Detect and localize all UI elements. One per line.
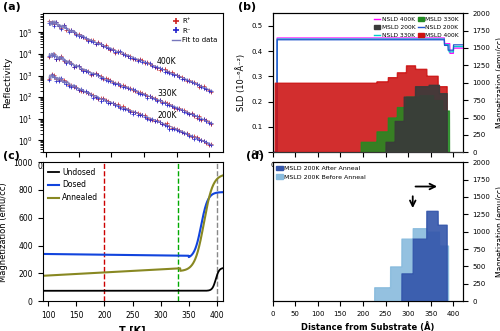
Dosed bbox=[40, 252, 46, 256]
Y-axis label: Magnetization (emu/cc): Magnetization (emu/cc) bbox=[496, 37, 500, 128]
Annealed bbox=[119, 269, 125, 273]
Dosed bbox=[220, 190, 226, 194]
Undosed bbox=[58, 289, 64, 293]
Undosed bbox=[163, 289, 169, 293]
Undosed bbox=[112, 289, 118, 293]
Text: (d): (d) bbox=[246, 151, 264, 162]
Text: (a): (a) bbox=[3, 2, 20, 13]
X-axis label: T [K]: T [K] bbox=[119, 325, 146, 331]
Annealed bbox=[220, 173, 226, 177]
Legend: NSLD 400K, MSLD 200K, NSLD 330K, MSLD 330K, NSLD 200K, MSLD 400K: NSLD 400K, MSLD 200K, NSLD 330K, MSLD 33… bbox=[374, 16, 460, 38]
X-axis label: Distance from Substrate (Å): Distance from Substrate (Å) bbox=[301, 322, 434, 331]
Annealed bbox=[183, 267, 189, 271]
Undosed bbox=[40, 289, 46, 293]
Line: Annealed: Annealed bbox=[42, 175, 222, 276]
Annealed bbox=[58, 273, 64, 277]
X-axis label: Q (Å⁻¹): Q (Å⁻¹) bbox=[115, 176, 150, 186]
Annealed bbox=[163, 267, 169, 271]
Dosed bbox=[186, 255, 192, 259]
Y-axis label: SLD (10⁻⁶Å⁻²): SLD (10⁻⁶Å⁻²) bbox=[236, 54, 246, 111]
Y-axis label: Magnetization (emu/cc): Magnetization (emu/cc) bbox=[0, 182, 8, 281]
Dosed bbox=[119, 253, 125, 257]
Legend: R⁺, R⁻, Fit to data: R⁺, R⁻, Fit to data bbox=[170, 17, 219, 44]
Text: (b): (b) bbox=[238, 2, 256, 13]
Annealed bbox=[180, 268, 186, 272]
Dosed bbox=[163, 254, 169, 258]
Dosed bbox=[112, 253, 118, 257]
Undosed bbox=[119, 289, 125, 293]
Text: 200K: 200K bbox=[157, 111, 176, 119]
Legend: Undosed, Dosed, Annealed: Undosed, Dosed, Annealed bbox=[46, 166, 100, 204]
Y-axis label: Magnetization (emu/cc): Magnetization (emu/cc) bbox=[496, 186, 500, 277]
Text: (c): (c) bbox=[3, 151, 20, 162]
Legend: MSLD 200K After Anneal, MSLD 200K Before Anneal: MSLD 200K After Anneal, MSLD 200K Before… bbox=[276, 165, 367, 180]
Annealed bbox=[112, 270, 118, 274]
Undosed bbox=[180, 289, 186, 293]
Annealed bbox=[40, 274, 46, 278]
Text: 400K: 400K bbox=[157, 57, 176, 66]
Dosed bbox=[58, 252, 64, 256]
Dosed bbox=[180, 254, 186, 258]
Line: Undosed: Undosed bbox=[42, 268, 222, 291]
X-axis label: Distance from Substrate (Å): Distance from Substrate (Å) bbox=[301, 173, 434, 183]
Text: 330K: 330K bbox=[157, 89, 176, 98]
Dosed bbox=[183, 254, 189, 258]
Undosed bbox=[220, 266, 226, 270]
Undosed bbox=[183, 289, 189, 293]
Y-axis label: Reflectivity: Reflectivity bbox=[4, 57, 13, 108]
Line: Dosed: Dosed bbox=[42, 192, 222, 257]
